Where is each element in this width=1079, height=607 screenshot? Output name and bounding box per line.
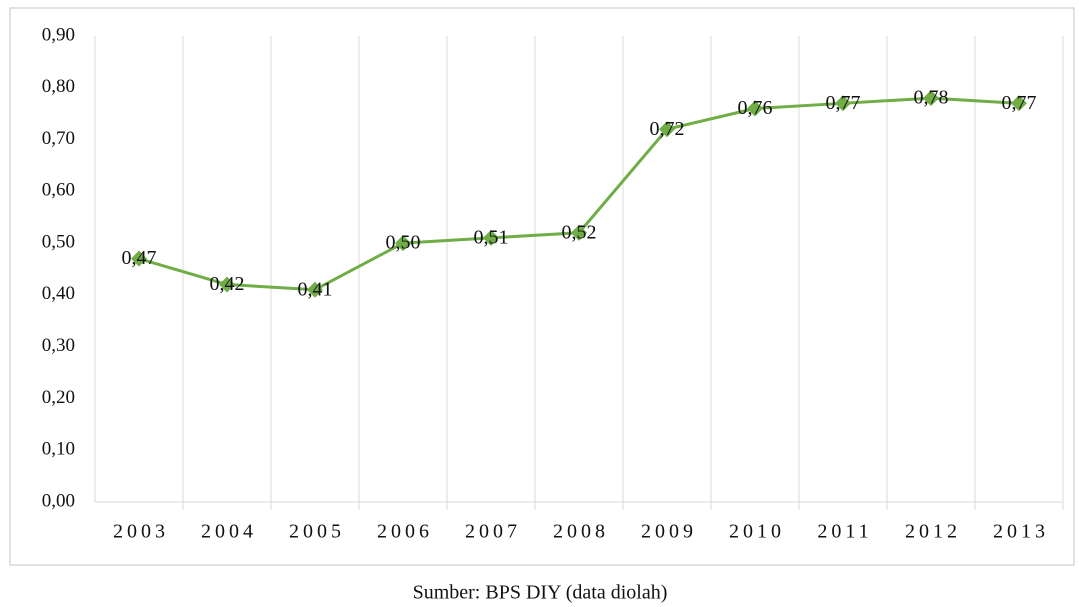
y-tick-label: 0,50 (42, 231, 75, 252)
data-label: 0,47 (122, 247, 157, 269)
data-label: 0,42 (210, 273, 245, 295)
data-point (571, 224, 587, 241)
data-point (395, 235, 411, 252)
x-tick-label: 2007 (465, 521, 521, 543)
x-tick-label: 2011 (817, 521, 872, 543)
y-tick-label: 0,30 (42, 335, 75, 356)
data-point (747, 100, 763, 117)
y-tick-label: 0,20 (42, 387, 75, 408)
data-point (219, 276, 235, 293)
y-tick-label: 0,70 (42, 128, 75, 149)
data-label: 0,52 (562, 221, 597, 243)
data-label: 0,76 (738, 97, 773, 119)
data-label: 0,77 (826, 92, 861, 114)
data-point (835, 95, 851, 112)
x-tick-label: 2012 (905, 521, 961, 543)
data-label: 0,72 (650, 118, 685, 140)
data-label: 0,50 (386, 232, 421, 254)
x-tick-label: 2004 (201, 521, 257, 543)
x-tick-label: 2008 (553, 521, 609, 543)
x-tick-label: 2005 (289, 521, 345, 543)
data-point (1011, 95, 1027, 112)
x-tick-label: 2010 (729, 521, 785, 543)
y-tick-label: 0,10 (42, 439, 75, 460)
y-tick-label: 0,40 (42, 283, 75, 304)
x-tick-label: 2013 (993, 521, 1049, 543)
x-tick-label: 2003 (113, 521, 169, 543)
y-tick-label: 0,60 (42, 180, 75, 201)
y-tick-label: 0,80 (42, 76, 75, 97)
data-point (483, 229, 499, 246)
data-label: 0,77 (1002, 92, 1037, 114)
x-tick-label: 2006 (377, 521, 433, 543)
data-label: 0,41 (298, 278, 333, 300)
data-point (131, 250, 147, 267)
y-tick-label: 0,90 (42, 24, 75, 45)
data-label: 0,51 (474, 227, 509, 249)
y-tick-label: 0,00 (42, 490, 75, 511)
source-note: Sumber: BPS DIY (data diolah) (413, 582, 668, 604)
x-tick-label: 2009 (641, 521, 697, 543)
data-point (923, 90, 939, 107)
data-point (307, 281, 323, 298)
data-point (659, 121, 675, 138)
data-label: 0,78 (914, 87, 949, 109)
